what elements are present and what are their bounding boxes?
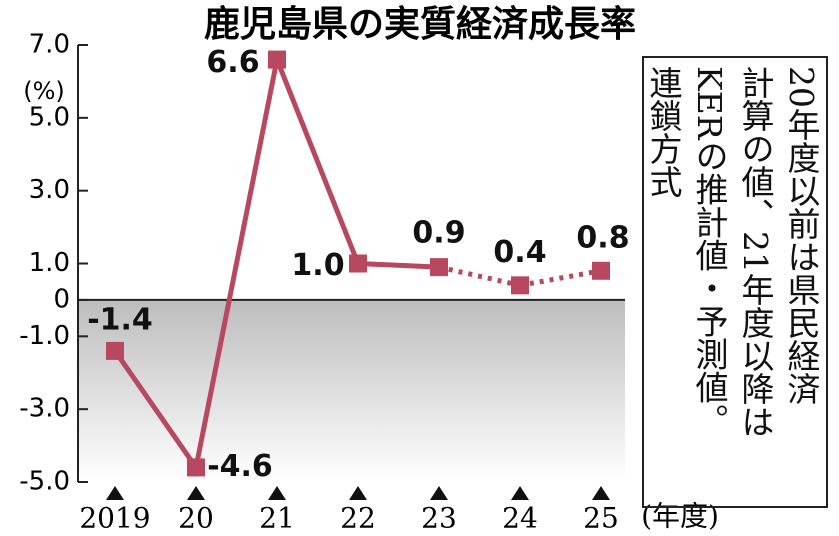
value-label: -4.6	[207, 449, 273, 484]
y-tick-label: 3.0	[29, 175, 70, 205]
x-tick-triangle	[430, 486, 448, 500]
value-label: 6.6	[206, 45, 259, 80]
x-tick-label: 21	[259, 502, 295, 535]
x-tick-triangle	[106, 486, 124, 500]
line-segment	[274, 57, 361, 266]
x-tick-triangle	[592, 486, 610, 500]
y-tick-label: 0	[53, 284, 70, 314]
x-tick-label: 23	[421, 502, 457, 535]
line-segment	[519, 268, 602, 288]
line-segment	[193, 57, 280, 470]
line-segment	[438, 264, 521, 288]
note-line: 計算の値、21年度以降は	[736, 66, 775, 438]
x-tick-label: 22	[340, 502, 376, 535]
x-tick-triangle	[511, 486, 529, 500]
line-segment	[112, 348, 199, 470]
x-tick-triangle	[349, 486, 367, 500]
y-tick-label: -1.0	[19, 321, 70, 351]
x-tick-label: 24	[502, 502, 538, 535]
x-tick-label: 25	[583, 502, 619, 535]
y-tick-label: 1.0	[29, 248, 70, 278]
y-tick-label: 5.0	[29, 102, 70, 132]
marker	[187, 458, 205, 477]
value-label: 0.8	[576, 220, 629, 255]
y-tick-label: -5.0	[19, 467, 70, 497]
marker	[430, 258, 448, 277]
line-segment	[355, 261, 442, 270]
x-tick-label: 2019	[79, 502, 150, 535]
x-tick-triangle	[187, 486, 205, 500]
value-label: 0.9	[412, 216, 465, 251]
chart-title: 鹿児島県の実質経済成長率	[204, 4, 636, 45]
y-axis-label: (%)	[23, 77, 65, 105]
marker	[592, 261, 610, 280]
y-tick-label: 7.0	[29, 30, 70, 60]
x-tick-triangle	[268, 486, 286, 500]
marker	[268, 50, 286, 69]
value-label: -1.4	[87, 302, 153, 337]
x-tick-label: 20	[178, 502, 214, 535]
negative-area	[78, 299, 625, 482]
note-line: 20年度以前は県民経済	[782, 66, 821, 405]
note-line: 連鎖方式	[644, 66, 683, 198]
marker	[511, 276, 529, 295]
value-label: 0.4	[493, 235, 546, 270]
marker	[106, 341, 124, 360]
note-line: KERの推計値・予測値。	[690, 66, 729, 437]
note-box: 20年度以前は県民経済 計算の値、21年度以降は KERの推計値・予測値。 連鎖方式	[642, 56, 828, 508]
value-label: 1.0	[291, 248, 344, 283]
y-tick-label: -3.0	[19, 394, 70, 424]
marker	[349, 254, 367, 273]
x-axis-label: (年度)	[641, 500, 719, 533]
